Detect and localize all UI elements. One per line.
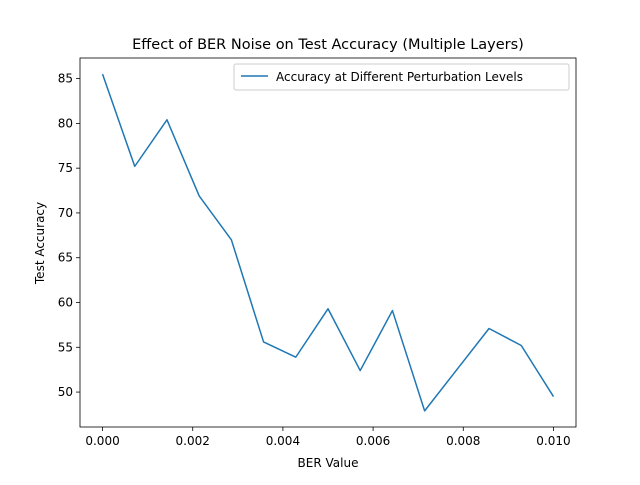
y-tick-label: 50 — [58, 385, 73, 399]
x-tick-label: 0.008 — [446, 434, 480, 448]
y-tick-label: 55 — [58, 340, 73, 354]
y-axis-ticks: 50 55 60 65 70 75 80 85 — [58, 72, 80, 399]
x-axis-ticks: 0.000 0.002 0.004 0.006 0.008 0.010 — [85, 427, 571, 448]
plot-area-frame — [79, 57, 577, 428]
chart-title: Effect of BER Noise on Test Accuracy (Mu… — [132, 37, 524, 53]
x-tick-label: 0.010 — [536, 434, 570, 448]
x-tick-label: 0.000 — [85, 434, 119, 448]
y-tick-label: 75 — [58, 161, 73, 175]
y-tick-label: 70 — [58, 206, 73, 220]
legend: Accuracy at Different Perturbation Level… — [233, 63, 570, 91]
series-lines — [101, 73, 555, 412]
legend-box — [233, 63, 570, 91]
y-axis-label: Test Accuracy — [33, 202, 47, 285]
x-tick-label: 0.006 — [356, 434, 390, 448]
y-tick-label: 85 — [58, 72, 73, 86]
y-tick-label: 60 — [58, 296, 73, 310]
y-tick-label: 65 — [58, 251, 73, 265]
x-tick-label: 0.004 — [266, 434, 300, 448]
legend-entry-label: Accuracy at Different Perturbation Level… — [276, 70, 523, 84]
series-line — [101, 73, 555, 412]
y-tick-label: 80 — [58, 116, 73, 130]
x-tick-label: 0.002 — [176, 434, 210, 448]
x-axis-label: BER Value — [298, 456, 359, 470]
